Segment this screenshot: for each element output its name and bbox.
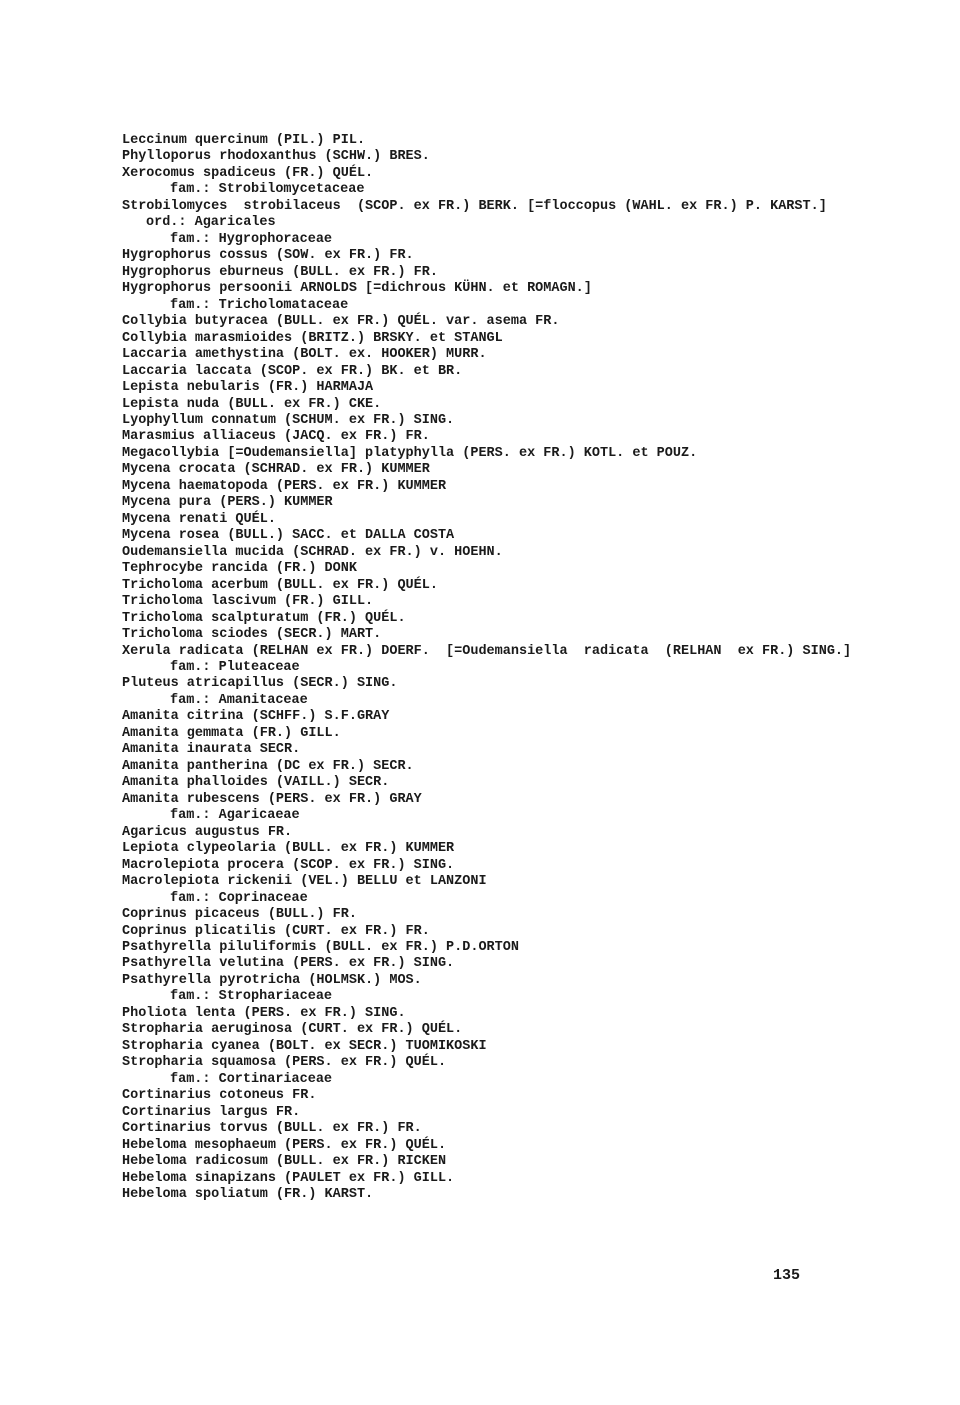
species-entry: Psathyrella piluliformis (BULL. ex FR.) … — [122, 940, 860, 956]
species-entry: Amanita gemmata (FR.) GILL. — [122, 726, 860, 742]
species-entry: Stropharia squamosa (PERS. ex FR.) QUÉL. — [122, 1055, 860, 1071]
species-entry: Oudemansiella mucida (SCHRAD. ex FR.) v.… — [122, 545, 860, 561]
species-entry: Mycena haematopoda (PERS. ex FR.) KUMMER — [122, 479, 860, 495]
species-entry: Coprinus picaceus (BULL.) FR. — [122, 907, 860, 923]
species-entry: Mycena pura (PERS.) KUMMER — [122, 495, 860, 511]
species-entry: Cortinarius largus FR. — [122, 1105, 860, 1121]
page-number: 135 — [773, 1267, 800, 1285]
species-entry: Hygrophorus cossus (SOW. ex FR.) FR. — [122, 248, 860, 264]
species-entry: Xerocomus spadiceus (FR.) QUÉL. — [122, 166, 860, 182]
species-entry: Amanita rubescens (PERS. ex FR.) GRAY — [122, 792, 860, 808]
species-entry: Tricholoma scalpturatum (FR.) QUÉL. — [122, 611, 860, 627]
species-entry: Tricholoma acerbum (BULL. ex FR.) QUÉL. — [122, 578, 860, 594]
species-entry: Collybia butyracea (BULL. ex FR.) QUÉL. … — [122, 314, 860, 330]
species-entry: Tephrocybe rancida (FR.) DONK — [122, 561, 860, 577]
species-entry: Lepista nuda (BULL. ex FR.) CKE. — [122, 397, 860, 413]
species-entry: Collybia marasmioides (BRITZ.) BRSKY. et… — [122, 331, 860, 347]
species-entry: fam.: Tricholomataceae — [122, 298, 860, 314]
species-entry: fam.: Strobilomycetaceae — [122, 182, 860, 198]
species-entry: Amanita phalloides (VAILL.) SECR. — [122, 775, 860, 791]
species-entry: Hebeloma spoliatum (FR.) KARST. — [122, 1187, 860, 1203]
species-entry: Coprinus plicatilis (CURT. ex FR.) FR. — [122, 924, 860, 940]
species-entry: Hygrophorus persoonii ARNOLDS [=dichrous… — [122, 281, 860, 297]
species-entry: Xerula radicata (RELHAN ex FR.) DOERF. [… — [122, 644, 860, 660]
species-entry: Cortinarius cotoneus FR. — [122, 1088, 860, 1104]
species-entry: Psathyrella velutina (PERS. ex FR.) SING… — [122, 956, 860, 972]
species-entry: fam.: Amanitaceae — [122, 693, 860, 709]
species-entry: Pholiota lenta (PERS. ex FR.) SING. — [122, 1006, 860, 1022]
species-entry: Pluteus atricapillus (SECR.) SING. — [122, 676, 860, 692]
species-entry: Psathyrella pyrotricha (HOLMSK.) MOS. — [122, 973, 860, 989]
species-entry: Lepiota clypeolaria (BULL. ex FR.) KUMME… — [122, 841, 860, 857]
species-entry: fam.: Pluteaceae — [122, 660, 860, 676]
species-list: Leccinum quercinum (PIL.) PIL.Phylloporu… — [122, 133, 860, 1203]
species-entry: Lepista nebularis (FR.) HARMAJA — [122, 380, 860, 396]
species-entry: Amanita pantherina (DC ex FR.) SECR. — [122, 759, 860, 775]
species-entry: Agaricus augustus FR. — [122, 825, 860, 841]
species-entry: Lyophyllum connatum (SCHUM. ex FR.) SING… — [122, 413, 860, 429]
species-entry: Phylloporus rhodoxanthus (SCHW.) BRES. — [122, 149, 860, 165]
species-entry: ord.: Agaricales — [122, 215, 860, 231]
species-entry: Mycena renati QUÉL. — [122, 512, 860, 528]
species-entry: Tricholoma sciodes (SECR.) MART. — [122, 627, 860, 643]
species-entry: Cortinarius torvus (BULL. ex FR.) FR. — [122, 1121, 860, 1137]
species-entry: Laccaria laccata (SCOP. ex FR.) BK. et B… — [122, 364, 860, 380]
species-entry: Amanita citrina (SCHFF.) S.F.GRAY — [122, 709, 860, 725]
species-entry: Laccaria amethystina (BOLT. ex. HOOKER) … — [122, 347, 860, 363]
species-entry: Stropharia aeruginosa (CURT. ex FR.) QUÉ… — [122, 1022, 860, 1038]
species-entry: Macrolepiota procera (SCOP. ex FR.) SING… — [122, 858, 860, 874]
species-entry: Mycena rosea (BULL.) SACC. et DALLA COST… — [122, 528, 860, 544]
species-entry: Hebeloma radicosum (BULL. ex FR.) RICKEN — [122, 1154, 860, 1170]
species-entry: fam.: Strophariaceae — [122, 989, 860, 1005]
species-entry: fam.: Cortinariaceae — [122, 1072, 860, 1088]
species-entry: Macrolepiota rickenii (VEL.) BELLU et LA… — [122, 874, 860, 890]
species-entry: Strobilomyces strobilaceus (SCOP. ex FR.… — [122, 199, 860, 215]
species-entry: Hygrophorus eburneus (BULL. ex FR.) FR. — [122, 265, 860, 281]
species-entry: Hebeloma sinapizans (PAULET ex FR.) GILL… — [122, 1171, 860, 1187]
species-entry: Amanita inaurata SECR. — [122, 742, 860, 758]
species-entry: Stropharia cyanea (BOLT. ex SECR.) TUOMI… — [122, 1039, 860, 1055]
species-entry: Megacollybia [=Oudemansiella] platyphyll… — [122, 446, 860, 462]
species-entry: fam.: Hygrophoraceae — [122, 232, 860, 248]
species-entry: Tricholoma lascivum (FR.) GILL. — [122, 594, 860, 610]
species-entry: Mycena crocata (SCHRAD. ex FR.) KUMMER — [122, 462, 860, 478]
species-entry: Hebeloma mesophaeum (PERS. ex FR.) QUÉL. — [122, 1138, 860, 1154]
species-entry: Marasmius alliaceus (JACQ. ex FR.) FR. — [122, 429, 860, 445]
species-entry: fam.: Coprinaceae — [122, 891, 860, 907]
species-entry: fam.: Agaricaeae — [122, 808, 860, 824]
species-entry: Leccinum quercinum (PIL.) PIL. — [122, 133, 860, 149]
